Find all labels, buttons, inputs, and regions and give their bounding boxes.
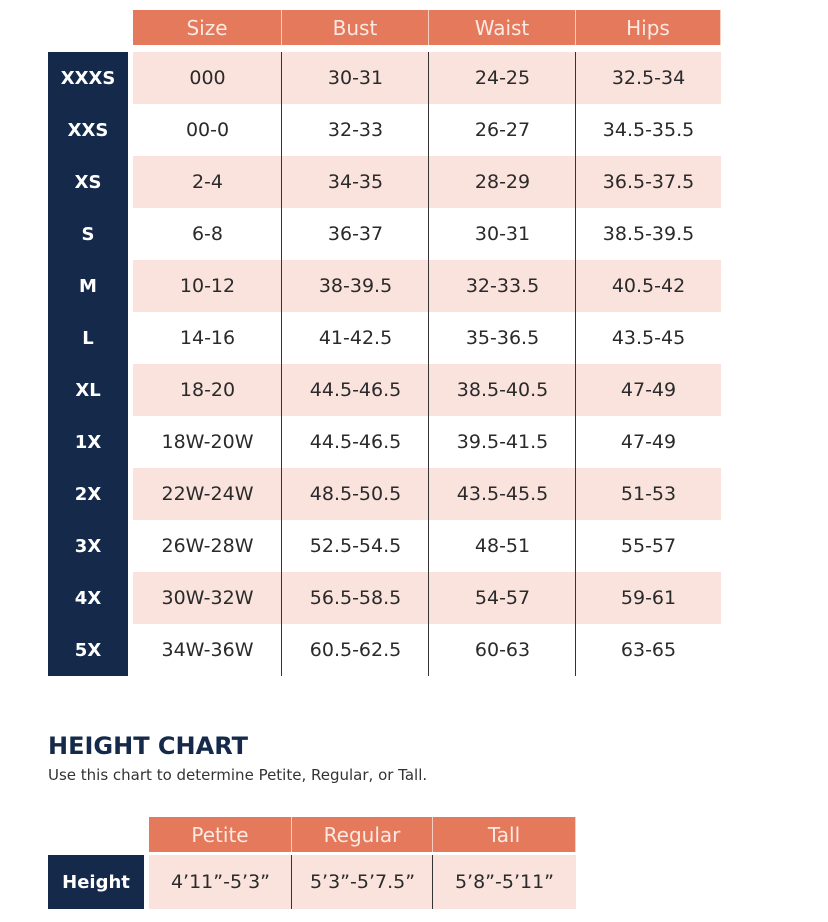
column-header: Petite xyxy=(149,817,292,852)
column-divider xyxy=(575,52,576,676)
table-cell: 38.5-39.5 xyxy=(602,223,695,245)
row-label: 3X xyxy=(74,535,102,557)
table-cell: 4’11”-5’3” xyxy=(170,871,271,893)
row-background xyxy=(133,156,721,208)
row-label-column xyxy=(48,52,128,676)
table-cell: 44.5-46.5 xyxy=(309,379,402,401)
column-header: Hips xyxy=(576,10,721,45)
table-cell: 32-33.5 xyxy=(465,275,540,297)
column-divider xyxy=(432,855,433,909)
row-label: Height xyxy=(48,855,144,909)
table-cell: 38-39.5 xyxy=(318,275,393,297)
row-label: L xyxy=(82,327,94,349)
table-cell: 48-51 xyxy=(474,535,531,557)
table-cell: 39.5-41.5 xyxy=(456,431,549,453)
table-cell: 60.5-62.5 xyxy=(309,639,402,661)
row-label: XXS xyxy=(67,119,109,141)
table-cell: 26-27 xyxy=(474,119,531,141)
table-cell: 14-16 xyxy=(179,327,236,349)
table-cell: 5’8”-5’11” xyxy=(454,871,555,893)
row-background xyxy=(133,572,721,624)
table-cell: 48.5-50.5 xyxy=(309,483,402,505)
table-cell: 22W-24W xyxy=(161,483,254,505)
table-cell: 34-35 xyxy=(327,171,384,193)
table-cell: 30-31 xyxy=(327,67,384,89)
column-header: Size xyxy=(133,10,282,45)
table-cell: 24-25 xyxy=(474,67,531,89)
row-background xyxy=(133,260,721,312)
table-cell: 63-65 xyxy=(620,639,677,661)
table-cell: 55-57 xyxy=(620,535,677,557)
column-header: Tall xyxy=(433,817,576,852)
column-divider xyxy=(291,855,292,909)
table-cell: 10-12 xyxy=(179,275,236,297)
table-cell: 32-33 xyxy=(327,119,384,141)
row-label: 1X xyxy=(74,431,102,453)
row-label: XL xyxy=(75,379,101,401)
row-background xyxy=(133,468,721,520)
table-cell: 28-29 xyxy=(474,171,531,193)
table-cell: 56.5-58.5 xyxy=(309,587,402,609)
row-label: 4X xyxy=(74,587,102,609)
table-cell: 60-63 xyxy=(474,639,531,661)
table-cell: 47-49 xyxy=(620,431,677,453)
table-cell: 26W-28W xyxy=(161,535,254,557)
row-label: S xyxy=(81,223,95,245)
table-cell: 35-36.5 xyxy=(465,327,540,349)
table-cell: 18W-20W xyxy=(161,431,254,453)
table-cell: 47-49 xyxy=(620,379,677,401)
row-label: 2X xyxy=(74,483,102,505)
table-cell: 32.5-34 xyxy=(611,67,686,89)
table-cell: 34W-36W xyxy=(161,639,254,661)
row-background xyxy=(149,855,576,909)
height-chart-title: HEIGHT CHART xyxy=(48,732,248,760)
table-cell: 30-31 xyxy=(474,223,531,245)
column-header: Waist xyxy=(429,10,576,45)
table-cell: 52.5-54.5 xyxy=(309,535,402,557)
table-cell: 36-37 xyxy=(327,223,384,245)
table-cell: 59-61 xyxy=(620,587,677,609)
table-cell: 34.5-35.5 xyxy=(602,119,695,141)
table-cell: 36.5-37.5 xyxy=(602,171,695,193)
table-cell: 40.5-42 xyxy=(611,275,686,297)
table-cell: 5’3”-5’7.5” xyxy=(309,871,416,893)
column-header: Bust xyxy=(282,10,429,45)
table-cell: 00-0 xyxy=(185,119,230,141)
table-cell: 41-42.5 xyxy=(318,327,393,349)
table-cell: 43.5-45.5 xyxy=(456,483,549,505)
row-label: XXXS xyxy=(60,67,116,89)
table-cell: 44.5-46.5 xyxy=(309,431,402,453)
table-cell: 6-8 xyxy=(191,223,224,245)
column-divider xyxy=(428,52,429,676)
table-cell: 54-57 xyxy=(474,587,531,609)
row-label: M xyxy=(79,275,97,297)
row-label: XS xyxy=(74,171,102,193)
table-cell: 43.5-45 xyxy=(611,327,686,349)
table-cell: 2-4 xyxy=(191,171,224,193)
table-cell: 51-53 xyxy=(620,483,677,505)
table-cell: 18-20 xyxy=(179,379,236,401)
column-header: Regular xyxy=(292,817,433,852)
table-cell: 38.5-40.5 xyxy=(456,379,549,401)
table-cell: 000 xyxy=(189,67,226,89)
row-background xyxy=(133,364,721,416)
height-chart-subtitle: Use this chart to determine Petite, Regu… xyxy=(48,766,428,784)
column-divider xyxy=(281,52,282,676)
row-label: 5X xyxy=(74,639,102,661)
row-background xyxy=(133,52,721,104)
table-cell: 30W-32W xyxy=(161,587,254,609)
